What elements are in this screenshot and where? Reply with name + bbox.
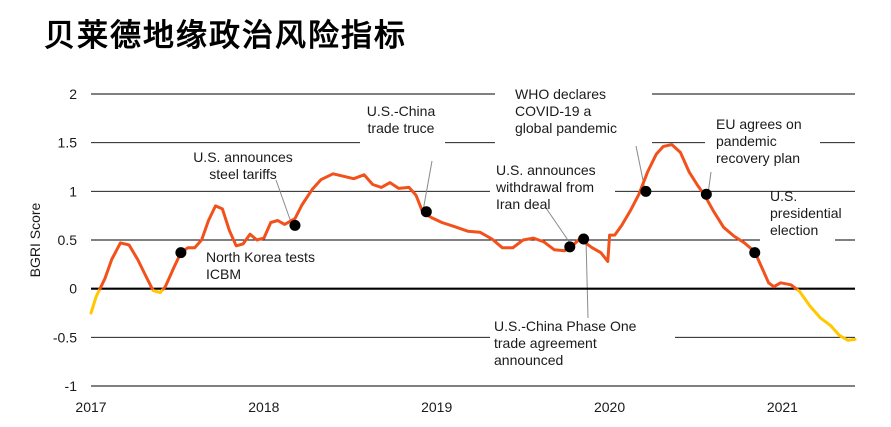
event-marker xyxy=(749,247,761,259)
series-line-negative xyxy=(794,287,857,342)
y-tick-label: 2 xyxy=(69,86,77,102)
event-annotation-line: U.S.-China Phase One xyxy=(494,318,637,334)
x-tick-label: 2017 xyxy=(75,399,106,415)
event-annotation-line: U.S. xyxy=(770,188,797,204)
event-annotation-line: pandemic xyxy=(716,133,777,149)
event-annotation-line: U.S. announces xyxy=(496,162,596,178)
event-annotation-line: Iran deal xyxy=(496,196,550,212)
event-annotation-line: U.S.-China xyxy=(367,103,436,119)
event-annotation: U.S. announces steel tariffs xyxy=(193,149,293,182)
series-line-positive xyxy=(98,241,154,291)
y-tick-label: -1 xyxy=(65,378,78,394)
event-annotation-line: recovery plan xyxy=(716,150,800,166)
event-annotation: U.S.-China Phase One trade agreement annou… xyxy=(494,318,637,368)
y-tick-label: 0.5 xyxy=(58,232,78,248)
x-tick-label: 2018 xyxy=(248,399,279,415)
event-annotation: North Korea tests ICBM xyxy=(206,249,315,282)
annotation-leader xyxy=(275,179,293,226)
annotation-leaders xyxy=(275,145,712,319)
event-annotation: EU agrees on pandemic recovery plan xyxy=(716,116,802,166)
series-line-positive xyxy=(162,143,798,291)
event-annotation-line: announced xyxy=(494,352,563,368)
event-markers xyxy=(175,185,761,259)
event-marker xyxy=(564,241,576,253)
y-tick-label: 1 xyxy=(69,183,77,199)
event-annotation-line: EU agrees on xyxy=(716,116,802,132)
event-annotation-line: presidential xyxy=(770,205,842,221)
event-annotation: WHO declares COVID-19 a global pandemic xyxy=(515,86,617,136)
event-annotation-line: COVID-19 a xyxy=(515,103,591,119)
x-tick-labels: 2017 2018 2019 2020 2021 xyxy=(75,399,798,415)
annotation-leader xyxy=(422,160,433,212)
event-annotation-line: trade agreement xyxy=(494,335,597,351)
event-annotation-line: WHO declares xyxy=(515,86,606,102)
series-lines xyxy=(89,143,857,342)
y-tick-labels: 2 1.5 1 0.5 0 -0.5 -1 xyxy=(53,86,77,394)
event-annotation-line: ICBM xyxy=(206,266,241,282)
annotation-leader xyxy=(585,238,589,319)
series-line-negative xyxy=(89,287,102,315)
event-annotation-line: U.S. announces xyxy=(193,149,293,165)
event-annotation: U.S.-China trade truce xyxy=(367,103,436,136)
event-marker xyxy=(175,247,187,259)
event-annotation-line: trade truce xyxy=(368,120,435,136)
event-annotation-line: North Korea tests xyxy=(206,249,315,265)
event-marker xyxy=(700,188,712,200)
event-marker xyxy=(578,233,590,245)
event-annotation-line: steel tariffs xyxy=(209,166,276,182)
event-annotation-line: election xyxy=(770,222,818,238)
y-tick-label: -0.5 xyxy=(53,329,77,345)
event-marker xyxy=(640,185,652,197)
y-tick-label: 0 xyxy=(69,281,77,297)
event-marker xyxy=(289,219,301,231)
annotation-leader xyxy=(545,207,573,247)
event-annotation-line: global pandemic xyxy=(515,120,617,136)
y-tick-label: 1.5 xyxy=(58,135,78,151)
x-tick-label: 2020 xyxy=(594,399,625,415)
y-axis-label: BGRI Score xyxy=(27,202,43,277)
event-annotation: U.S. presidential election xyxy=(770,188,842,238)
event-annotation-line: withdrawal from xyxy=(495,179,594,195)
event-annotation: U.S. announces withdrawal from Iran deal xyxy=(495,162,596,212)
chart-title: 贝莱德地缘政治风险指标 xyxy=(44,18,407,54)
event-marker xyxy=(420,206,432,218)
x-tick-label: 2019 xyxy=(421,399,452,415)
x-tick-label: 2021 xyxy=(767,399,798,415)
